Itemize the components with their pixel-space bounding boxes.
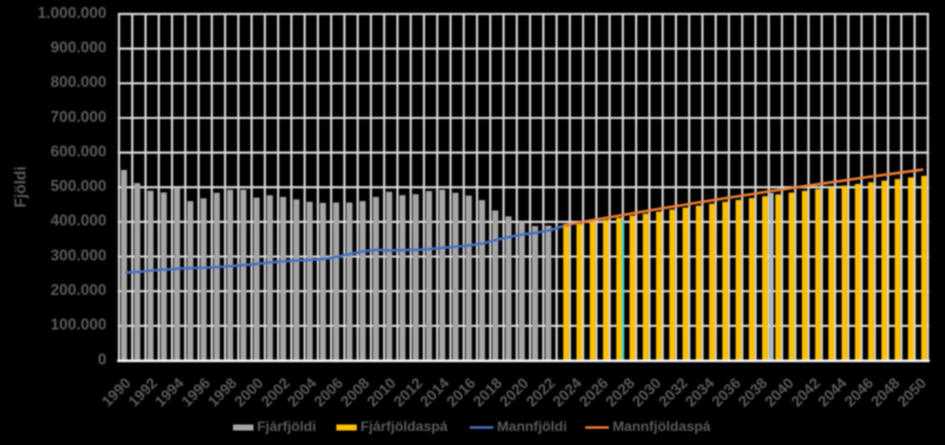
svg-text:400.000: 400.000 (50, 213, 106, 230)
svg-text:Fjárfjöldaspá: Fjárfjöldaspá (361, 418, 448, 434)
svg-text:0: 0 (98, 351, 107, 368)
svg-text:700.000: 700.000 (50, 109, 106, 126)
svg-text:300.000: 300.000 (50, 247, 106, 264)
svg-text:900.000: 900.000 (50, 40, 106, 57)
svg-text:Mannfjöldi: Mannfjöldi (497, 418, 567, 434)
svg-text:Fjöldi: Fjöldi (13, 166, 30, 207)
svg-text:Mannfjöldaspá: Mannfjöldaspá (613, 418, 711, 434)
svg-text:500.000: 500.000 (50, 178, 106, 195)
svg-text:200.000: 200.000 (50, 282, 106, 299)
svg-text:1.000.000: 1.000.000 (38, 5, 107, 22)
svg-text:800.000: 800.000 (50, 74, 106, 91)
svg-text:100.000: 100.000 (50, 317, 106, 334)
svg-text:Fjárfjöldi: Fjárfjöldi (257, 418, 316, 434)
svg-text:600.000: 600.000 (50, 143, 106, 160)
